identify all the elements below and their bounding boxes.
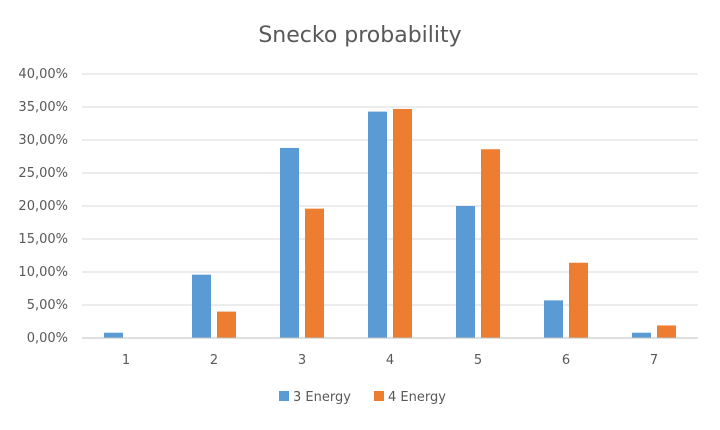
y-tick-label: 25,00% — [18, 166, 68, 181]
x-axis-tick-labels: 1 2 3 4 5 6 7 — [122, 353, 658, 368]
y-tick-label: 30,00% — [18, 133, 68, 148]
y-tick-label: 40,00% — [18, 67, 68, 82]
legend-label: 3 Energy — [293, 390, 351, 405]
legend-label: 4 Energy — [388, 390, 446, 405]
bar-4-energy-5 — [481, 149, 500, 338]
x-tick-label: 5 — [474, 353, 482, 368]
bar-3-energy-1 — [104, 332, 123, 338]
legend: 3 Energy 4 Energy — [279, 390, 446, 405]
legend-swatch — [374, 391, 384, 401]
bar-3-energy-5 — [456, 206, 475, 338]
bar-3-energy-7 — [632, 332, 651, 338]
legend-swatch — [279, 391, 289, 401]
x-tick-label: 1 — [122, 353, 130, 368]
bar-3-energy-3 — [280, 147, 299, 338]
x-tick-label: 7 — [650, 353, 658, 368]
x-tick-label: 3 — [298, 353, 306, 368]
y-tick-label: 5,00% — [27, 298, 68, 313]
y-tick-label: 20,00% — [18, 199, 68, 214]
y-axis-tick-labels: 0,00% 5,00% 10,00% 15,00% 20,00% 25,00% 30,00%… — [18, 67, 68, 346]
x-tick-label: 4 — [386, 353, 394, 368]
gridlines — [82, 73, 698, 306]
bar-3-energy-6 — [544, 300, 563, 338]
y-tick-label: 35,00% — [18, 100, 68, 115]
y-tick-label: 0,00% — [27, 331, 68, 346]
bar-3-energy-4 — [368, 111, 387, 339]
y-tick-label: 10,00% — [18, 265, 68, 280]
bar-4-energy-4 — [393, 108, 412, 338]
chart-title: Snecko probability — [258, 23, 461, 48]
y-tick-label: 15,00% — [18, 232, 68, 247]
bars — [104, 108, 676, 339]
bar-4-energy-7 — [657, 325, 676, 338]
bar-4-energy-3 — [305, 208, 324, 338]
x-tick-label: 6 — [562, 353, 570, 368]
bar-4-energy-6 — [569, 262, 588, 338]
x-tick-label: 2 — [210, 353, 218, 368]
bar-3-energy-2 — [192, 274, 211, 338]
bar-4-energy-2 — [217, 311, 236, 338]
